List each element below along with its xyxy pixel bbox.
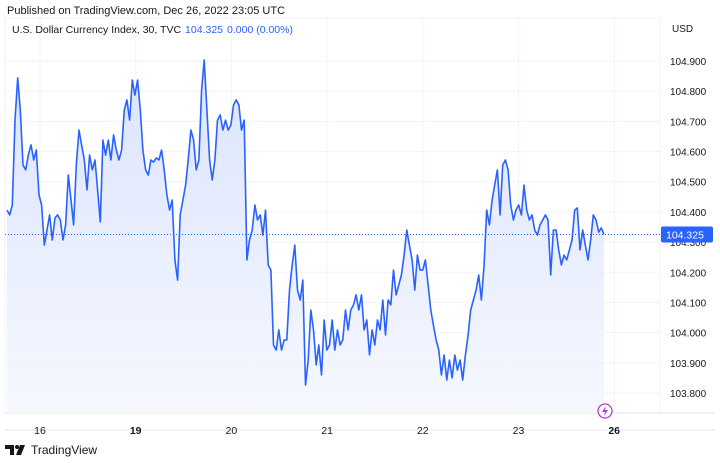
y-tick-label: 104.800 <box>670 87 707 98</box>
x-tick-label: 16 <box>34 425 46 437</box>
x-tick-label: 21 <box>321 425 333 437</box>
currency-label: USD <box>672 24 693 35</box>
y-tick-label: 104.200 <box>670 268 707 279</box>
y-tick-label: 104.300 <box>670 238 707 249</box>
symbol-name: U.S. Dollar Currency Index, 30, TVC <box>12 24 182 36</box>
lightning-event-icon[interactable] <box>597 403 613 419</box>
tradingview-brand[interactable]: TradingView <box>5 443 97 457</box>
y-tick-label: 103.800 <box>670 389 707 400</box>
x-tick-label: 22 <box>417 425 429 437</box>
lightning-glyph <box>602 406 608 416</box>
y-tick-label: 103.900 <box>670 359 707 370</box>
price-change: 0.000 (0.00%) <box>227 24 293 36</box>
x-tick-label: 20 <box>226 425 238 437</box>
current-price-label: 104.325 <box>666 230 704 242</box>
brand-label: TradingView <box>31 443 98 457</box>
y-tick-label: 104.600 <box>670 148 707 159</box>
y-tick-label: 104.700 <box>670 117 707 128</box>
y-tick-label: 104.400 <box>670 208 707 219</box>
y-tick-label: 104.100 <box>670 298 707 309</box>
current-price-tag <box>661 226 713 243</box>
last-price: 104.325 <box>185 24 224 36</box>
y-tick-label: 104.500 <box>670 178 707 189</box>
tradingview-logo-icon <box>5 445 25 455</box>
x-tick-label: 26 <box>608 425 620 437</box>
y-tick-label: 104.900 <box>670 57 707 68</box>
published-info: Published on TradingView.com, Dec 26, 20… <box>7 5 286 17</box>
symbol-legend: U.S. Dollar Currency Index, 30, TVC 104.3… <box>12 24 293 36</box>
y-tick-label: 104.000 <box>670 329 707 340</box>
area-fill <box>7 60 604 413</box>
x-tick-label: 23 <box>513 425 525 437</box>
price-line <box>6 59 605 386</box>
x-tick-label: 19 <box>130 425 142 437</box>
